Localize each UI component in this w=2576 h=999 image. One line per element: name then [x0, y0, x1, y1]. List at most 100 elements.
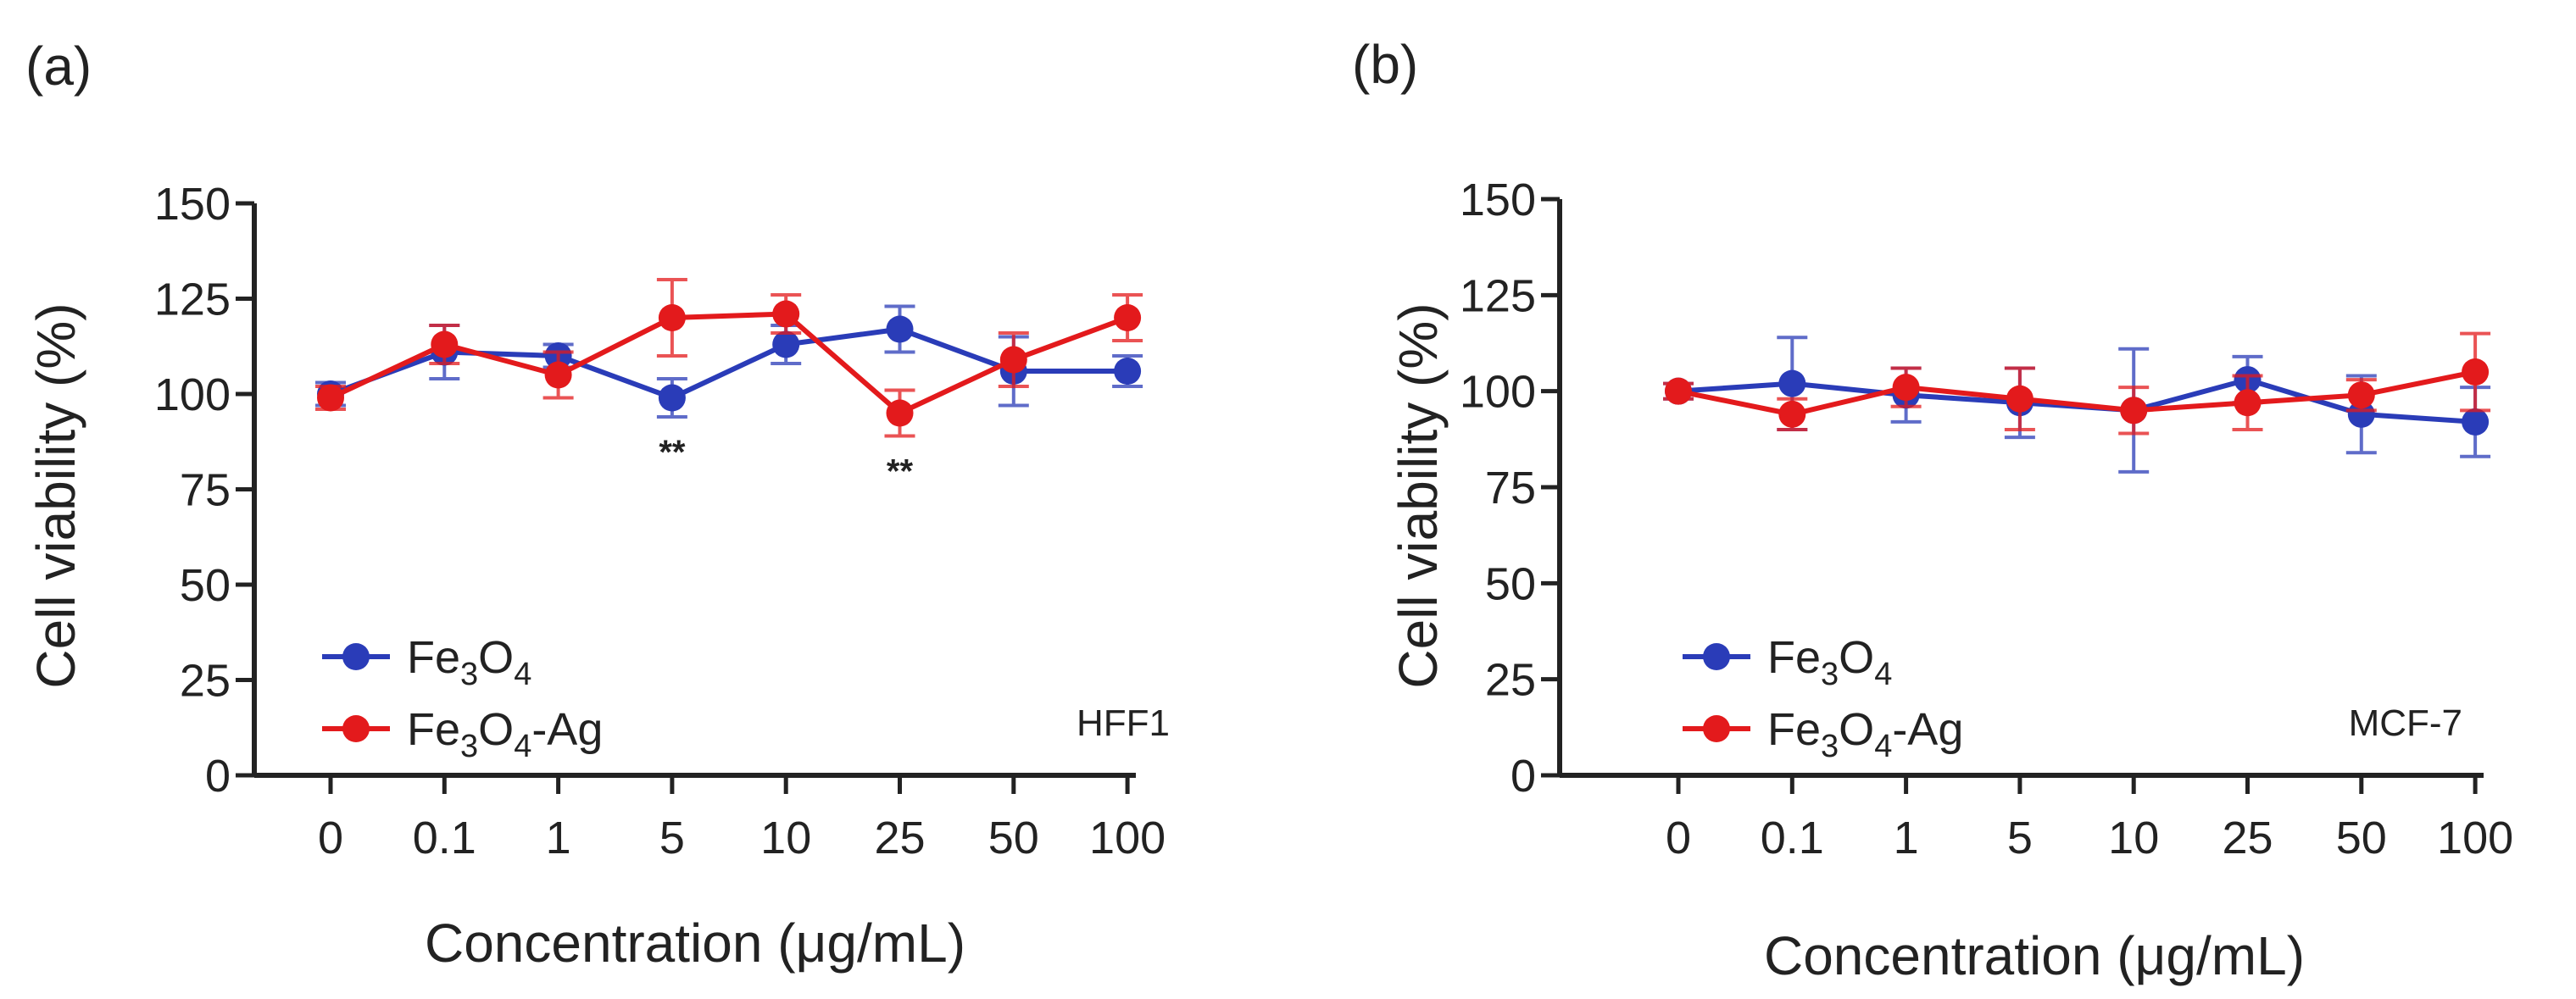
- x-tick-label: 10: [2108, 813, 2159, 863]
- data-point: [1778, 369, 1806, 397]
- data-point: [431, 330, 459, 358]
- data-point: [2234, 389, 2262, 417]
- x-axis-title: Concentration (μg/mL): [425, 913, 965, 974]
- x-tick-label: 1: [1894, 813, 1919, 863]
- legend-label: Fe3O4-Ag: [1767, 704, 1963, 764]
- x-tick-label: 50: [2336, 813, 2387, 863]
- x-tick-label: 5: [2007, 813, 2033, 863]
- y-tick-label: 0: [205, 751, 231, 802]
- legend-text-subscript: 3: [460, 657, 478, 692]
- data-point: [658, 304, 686, 331]
- y-tick-label: 150: [154, 179, 231, 230]
- y-tick-label: 50: [180, 560, 231, 611]
- data-point: [1778, 400, 1806, 428]
- series-fe3o4-ag: [1663, 331, 2491, 436]
- series-line: [329, 326, 1128, 401]
- legend-text-subscript: 4: [514, 729, 531, 764]
- cell-line-label: MCF-7: [2349, 702, 2462, 744]
- y-tick-label: 75: [180, 465, 231, 516]
- x-tick-label: 0.1: [413, 813, 476, 863]
- data-point: [886, 399, 914, 427]
- y-tick-label: 50: [1485, 558, 1536, 609]
- data-point: [999, 346, 1027, 374]
- significance-annotation: **: [659, 434, 686, 471]
- legend-text-base: Fe: [1767, 704, 1821, 755]
- legend-marker: [342, 715, 370, 742]
- legend-text-base: Fe: [1767, 632, 1821, 683]
- legend-label: Fe3O4: [1767, 632, 1892, 692]
- legend-marker: [1703, 715, 1730, 742]
- y-tick-label: 75: [1485, 463, 1536, 513]
- x-tick-label: 0: [1666, 813, 1691, 863]
- x-tick-label: 5: [659, 813, 685, 863]
- legend-text-subscript: 4: [1874, 729, 1892, 764]
- legend-text-base: Fe: [407, 632, 460, 683]
- x-tick-label: 50: [988, 813, 1039, 863]
- legend-text-subscript: 4: [514, 657, 531, 692]
- legend-entry-fe3o4-ag: Fe3O4-Ag: [322, 704, 603, 764]
- y-tick-label: 100: [154, 369, 231, 420]
- legend-label: Fe3O4-Ag: [407, 704, 603, 764]
- data-point: [2006, 385, 2034, 413]
- legend-marker: [342, 643, 370, 670]
- x-tick-label: 0: [318, 813, 343, 863]
- x-tick-label: 25: [2222, 813, 2273, 863]
- legend-marker: [1703, 643, 1730, 670]
- data-point: [2120, 397, 2148, 425]
- series-fe3o4-ag: [315, 278, 1143, 438]
- legend-text-base: O: [1839, 704, 1874, 755]
- data-point: [1892, 374, 1920, 402]
- legend-entry-fe3o4: Fe3O4: [1683, 632, 1892, 692]
- panel-label: (b): [1352, 34, 1418, 95]
- x-tick-label: 0.1: [1761, 813, 1824, 863]
- y-tick-label: 125: [154, 275, 231, 325]
- data-point: [1114, 304, 1142, 331]
- legend-text-base: O: [478, 632, 514, 683]
- x-tick-label: 1: [546, 813, 571, 863]
- y-tick-label: 150: [1460, 175, 1536, 225]
- legend-text-subscript: 3: [1821, 657, 1839, 692]
- chart-panel-b: (b) 0 25 50 75 100 125 150 0 0.1 1 5 10 25 50 100 Concen…: [1352, 34, 2513, 986]
- data-point: [1665, 377, 1692, 405]
- chart-panel-a: (a) 0 25 50 75 100 125 150 0 0.1 1 5 10 25 50 100 Concen…: [25, 36, 1170, 974]
- series-line: [329, 311, 1129, 417]
- panel-label: (a): [25, 36, 92, 97]
- y-axis-title: Cell viability (%): [1388, 302, 1449, 688]
- data-point: [772, 330, 800, 358]
- data-point: [886, 315, 914, 343]
- series-fe3o4: [315, 304, 1143, 419]
- y-axis-title: Cell viability (%): [25, 302, 86, 688]
- cell-line-label: HFF1: [1077, 702, 1170, 744]
- data-point: [772, 300, 800, 328]
- data-point: [317, 384, 344, 412]
- x-tick-label: 25: [874, 813, 925, 863]
- legend-label: Fe3O4: [407, 632, 531, 692]
- y-tick-label: 0: [1511, 751, 1536, 802]
- x-tick-label: 100: [1089, 813, 1166, 863]
- legend-text-base: O: [478, 704, 514, 755]
- significance-annotation: **: [887, 453, 914, 491]
- y-tick-label: 25: [1485, 655, 1536, 706]
- data-point: [2462, 408, 2490, 436]
- data-point: [2347, 381, 2375, 409]
- legend-text-suffix: -Ag: [1892, 704, 1963, 755]
- x-axis-title: Concentration (μg/mL): [1764, 925, 2305, 986]
- series-line: [1677, 369, 2476, 417]
- x-tick-label: 100: [2437, 813, 2513, 863]
- legend-text-subscript: 4: [1874, 657, 1892, 692]
- data-point: [2462, 358, 2490, 386]
- legend-text-suffix: -Ag: [531, 704, 603, 755]
- y-tick-label: 100: [1460, 367, 1536, 418]
- x-tick-label: 10: [760, 813, 811, 863]
- legend-entry-fe3o4: Fe3O4: [322, 632, 531, 692]
- legend-text-subscript: 3: [1821, 729, 1839, 764]
- data-point: [658, 384, 686, 412]
- data-point: [2347, 400, 2375, 428]
- legend-text-subscript: 3: [460, 729, 478, 764]
- y-tick-label: 125: [1460, 270, 1536, 321]
- data-point: [544, 361, 572, 389]
- y-tick-label: 25: [180, 656, 231, 707]
- legend-text-base: Fe: [407, 704, 460, 755]
- legend-text-base: O: [1839, 632, 1874, 683]
